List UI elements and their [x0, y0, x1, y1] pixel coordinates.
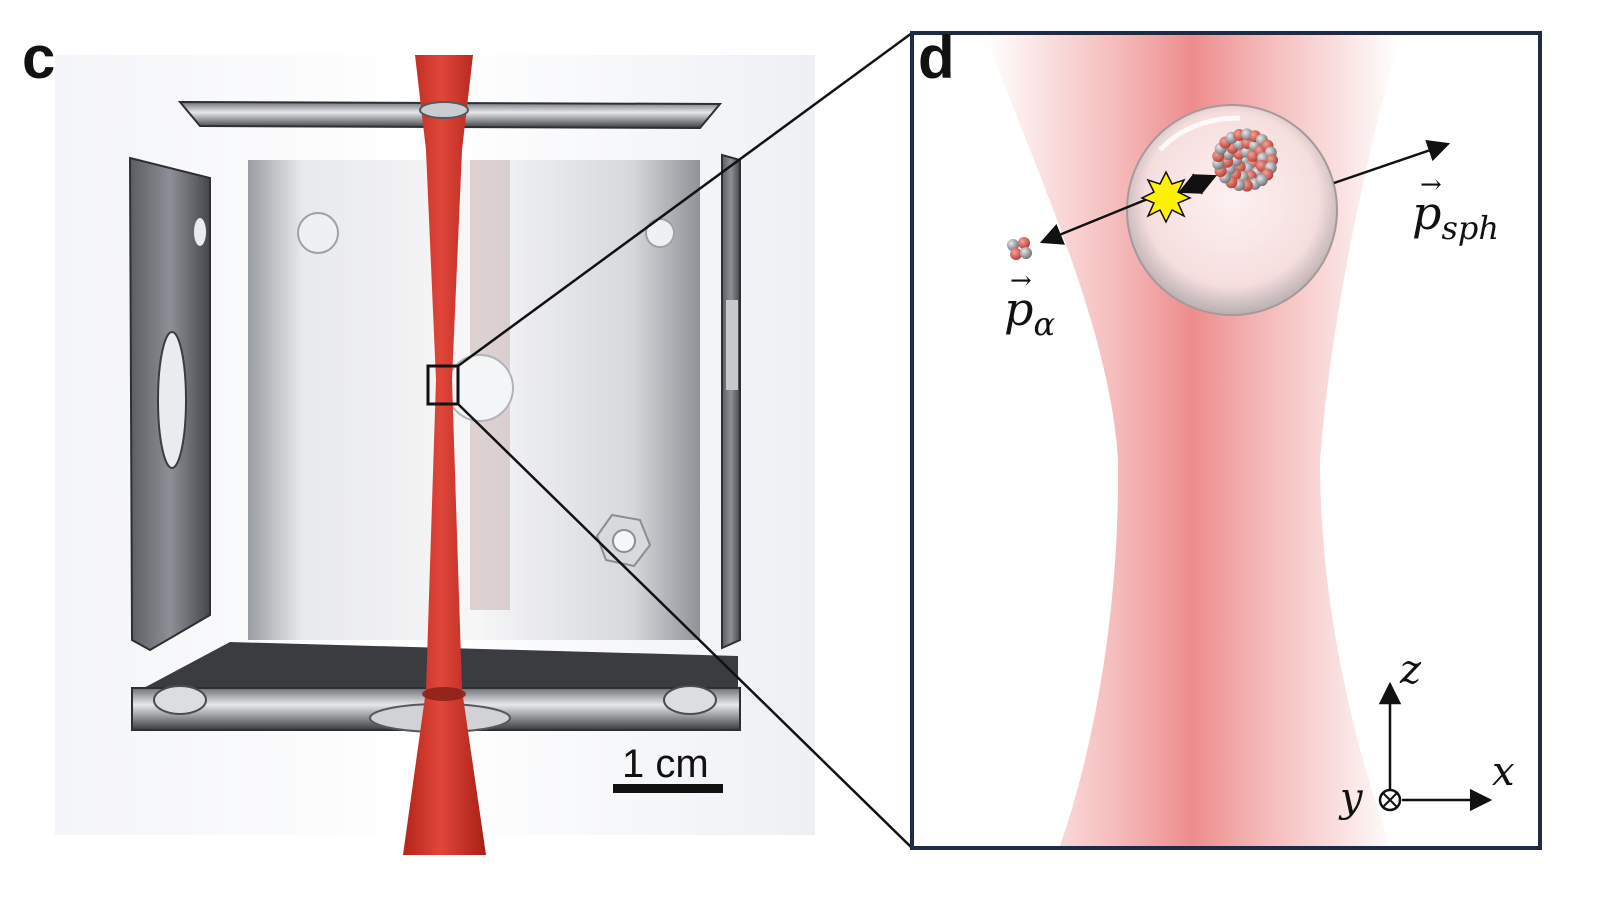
- bottom-bolt-right: [663, 685, 717, 715]
- alpha-particle: [1007, 237, 1032, 260]
- zoom-line-top: [457, 31, 913, 368]
- left-plate-small-hole: [194, 218, 206, 246]
- panel-c-label: c: [22, 24, 56, 91]
- panel-d: [910, 31, 1542, 850]
- nucleon: [1255, 174, 1268, 187]
- recoil-nucleus: [1212, 128, 1278, 192]
- nanosphere: [1126, 104, 1338, 316]
- left-plate-hole: [157, 331, 187, 469]
- scale-bar-label: 1 cm: [622, 742, 709, 786]
- recoil-arrow: [1177, 173, 1218, 195]
- panel-d-label: d: [918, 24, 955, 91]
- vector-arrow-icon: →: [1010, 266, 1032, 296]
- alpha-momentum-arrow: [1039, 196, 1151, 245]
- panel-c: [55, 55, 815, 855]
- y-into-page-icon: [1378, 788, 1402, 812]
- y-axis-cross-2: [1382, 792, 1398, 808]
- zoom-line-bottom: [457, 403, 913, 849]
- decay-flash-icon: [1140, 170, 1192, 224]
- laser-beam: [403, 55, 486, 855]
- x-axis-label: x: [1492, 749, 1515, 795]
- sphere-momentum-arrow: [1333, 139, 1451, 185]
- alpha-nucleon-3: [1010, 248, 1022, 260]
- zoom-box: [426, 364, 460, 406]
- right-side-plate: [721, 153, 741, 650]
- sphere-momentum-label: psph: [1412, 190, 1499, 244]
- hex-nut-hole: [612, 529, 636, 553]
- alpha-momentum-base: p: [1004, 282, 1034, 336]
- bottom-bolt-left: [153, 685, 207, 715]
- vector-arrow-icon: →: [1420, 170, 1442, 200]
- scale-bar: [613, 784, 723, 793]
- z-axis-label: z: [1400, 647, 1422, 693]
- sphere-momentum-subscript: sph: [1441, 209, 1499, 247]
- wall-hole-upper-left: [297, 212, 339, 254]
- y-axis-label: y: [1340, 775, 1363, 821]
- beam-bottom-collar: [422, 687, 466, 701]
- alpha-nucleon-4: [1020, 247, 1032, 259]
- right-plate-edge: [726, 300, 738, 390]
- panel-d-frame: [910, 31, 1542, 850]
- wall-hole-upper-right: [645, 218, 675, 248]
- alpha-momentum-subscript: α: [1033, 305, 1056, 343]
- sphere-momentum-base: p: [1412, 186, 1442, 240]
- nucleon: [1255, 159, 1268, 172]
- alpha-nucleon-2: [1018, 237, 1030, 249]
- beam-top-collar: [419, 101, 469, 119]
- alpha-momentum-label: pα: [1004, 286, 1055, 340]
- sphere-highlight: [1158, 115, 1241, 152]
